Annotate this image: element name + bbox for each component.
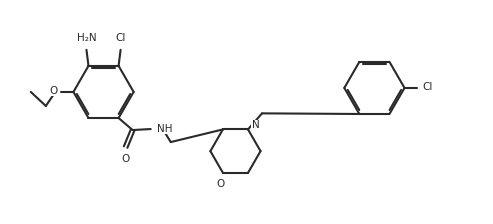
Text: H₂N: H₂N (77, 33, 96, 43)
Text: N: N (251, 120, 259, 130)
Text: Cl: Cl (422, 82, 432, 92)
Text: NH: NH (157, 123, 173, 134)
Text: O: O (121, 154, 130, 164)
Text: O: O (49, 86, 57, 96)
Text: Cl: Cl (115, 33, 126, 43)
Text: O: O (216, 179, 224, 189)
